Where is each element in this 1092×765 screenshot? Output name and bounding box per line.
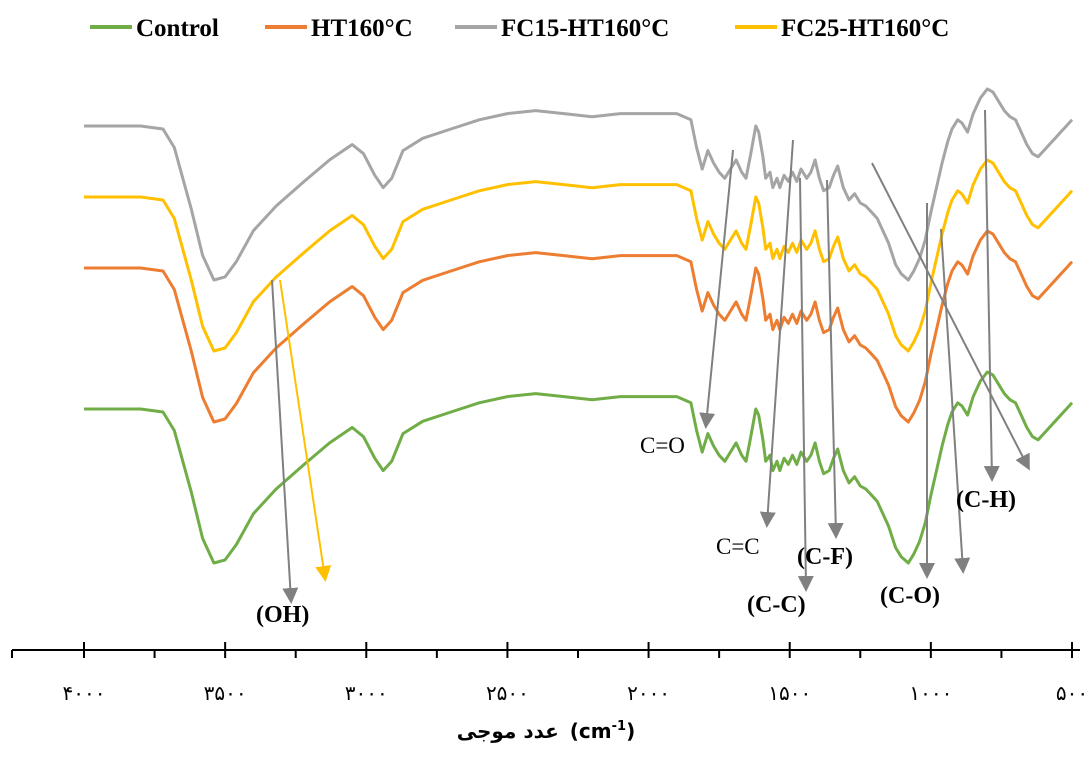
legend-label-fc25: FC25-HT160°C	[781, 15, 949, 42]
legend-item-fc15: FC15-HT160°C	[455, 15, 669, 42]
x-tick-label: ۳۵۰۰	[204, 681, 247, 705]
annotation-label-c-c: (C-C)	[747, 592, 806, 618]
legend-label-fc15: FC15-HT160°C	[501, 15, 669, 42]
series-line-fc25	[84, 158, 1074, 353]
legend-item-ht160: HT160°C	[265, 15, 413, 42]
x-axis-ticks	[11, 642, 1073, 658]
annotation-label-c-o: (C-O)	[880, 583, 940, 609]
x-axis-tick-labels: ۴۰۰۰ ۳۵۰۰ ۳۰۰۰ ۲۵۰۰ ۲۰۰۰ ۱۵۰۰ ۱۰۰۰ ۵۰۰	[63, 681, 1089, 705]
annotation-arrows	[271, 109, 1030, 604]
series-line-fc15	[84, 87, 1074, 282]
arrow-c-h-2	[871, 162, 1030, 471]
arrow-c-c-single	[797, 177, 814, 592]
annotation-labels: (OH) C=O C=C (C-C) (C-F) (C-O) (C-H)	[256, 433, 1016, 628]
annotation-label-c-c-double: C=C	[716, 534, 760, 559]
arrow-c-f	[826, 179, 844, 539]
legend-item-fc25: FC25-HT160°C	[735, 15, 949, 42]
x-axis-label-unit-close: )	[626, 719, 635, 743]
series-line-ht160	[84, 229, 1074, 424]
x-axis-label-unit: (cm	[570, 719, 612, 743]
x-axis-label-text: عدد موجی	[457, 719, 559, 743]
annotation-label-c-o-double: C=O	[640, 433, 685, 458]
arrow-oh-gray	[271, 279, 299, 604]
arrow-cc-double	[759, 139, 794, 528]
legend-item-control: Control	[90, 15, 219, 42]
arrow-c-h-1	[983, 109, 1000, 482]
annotation-label-c-f: (C-F)	[797, 544, 853, 570]
x-axis: ۴۰۰۰ ۳۵۰۰ ۳۰۰۰ ۲۵۰۰ ۲۰۰۰ ۱۵۰۰ ۱۰۰۰ ۵۰۰ عدد موجی…	[11, 642, 1089, 743]
x-tick-label: ۲۵۰۰	[486, 681, 529, 705]
legend-label-ht160: HT160°C	[311, 15, 413, 42]
x-tick-label: ۵۰۰	[1056, 681, 1088, 705]
x-axis-label-unit-sup: -1	[612, 719, 626, 734]
series-line-control	[84, 370, 1074, 565]
x-axis-label: عدد موجی (cm-1)	[457, 719, 635, 743]
plot-area	[84, 87, 1074, 565]
annotation-label-oh: (OH)	[256, 602, 309, 628]
annotation-label-c-h: (C-H)	[956, 487, 1016, 513]
legend-label-control: Control	[136, 15, 219, 42]
x-tick-label: ۱۰۰۰	[909, 681, 952, 705]
x-tick-label: ۴۰۰۰	[63, 681, 106, 705]
legend: Control HT160°C FC15-HT160°C FC25-HT160°…	[90, 15, 949, 42]
x-tick-label: ۱۵۰۰	[768, 681, 811, 705]
arrow-oh-gold	[279, 279, 332, 582]
x-tick-label: ۳۰۰۰	[345, 681, 388, 705]
arrow-co-double	[699, 149, 734, 429]
arrow-c-o-2	[940, 228, 971, 574]
x-tick-label: ۲۰۰۰	[627, 681, 670, 705]
